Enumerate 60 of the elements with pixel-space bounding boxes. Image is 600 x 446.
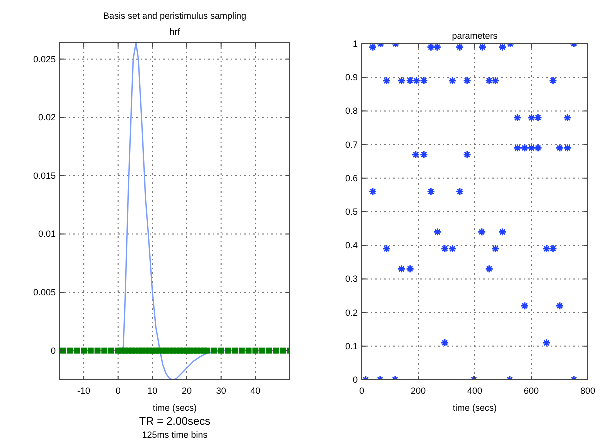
x-tick-label: -10 [78, 386, 91, 396]
y-tick-label: 0.8 [345, 106, 358, 116]
point [498, 228, 507, 236]
x-tick-label: 0 [359, 386, 365, 396]
y-tick-label: 0.6 [345, 173, 358, 184]
y-tick-label: 0.01 [38, 229, 56, 240]
point [520, 302, 530, 310]
y-tick-label: 0 [352, 375, 358, 385]
x-axis-title: time (secs) [452, 403, 498, 413]
y-tick-label: 0.2 [345, 308, 358, 318]
point [463, 150, 472, 160]
chart-subtitle: hrf [170, 27, 181, 37]
point [427, 188, 436, 196]
y-tick-label: 0.7 [345, 140, 358, 150]
point [542, 338, 551, 348]
chart-title: parameters [452, 31, 498, 41]
y-tick-label: 0.015 [33, 170, 56, 181]
point [456, 44, 464, 52]
point [556, 302, 564, 310]
point [563, 114, 572, 122]
y-tick-label: 0.005 [33, 288, 56, 298]
x-axis-title: time (secs) [152, 403, 198, 413]
point [491, 244, 500, 254]
point [368, 188, 378, 196]
y-tick-label: 0.3 [345, 274, 358, 284]
chart-title: Basis set and peristimulus sampling [103, 11, 247, 21]
y-tick-label: 0.5 [345, 207, 358, 217]
point [434, 228, 442, 236]
y-tick-label: 0.02 [38, 112, 56, 123]
x-tick-label: 0 [116, 386, 121, 396]
text: TR = 2.00secs [139, 416, 212, 428]
y-tick-label: 0 [50, 346, 56, 356]
point [382, 76, 392, 86]
point [478, 228, 486, 236]
point [382, 244, 392, 254]
y-tick-label: 1 [352, 39, 358, 49]
point [549, 76, 558, 86]
x-tick-label: 800 [580, 386, 596, 396]
x-tick-label: 400 [467, 386, 483, 396]
x-tick-label: 600 [524, 386, 540, 396]
text: 125ms time bins [142, 430, 208, 440]
x-tick-label: 40 [250, 386, 261, 396]
y-tick-label: 0.1 [345, 341, 358, 352]
point [485, 264, 494, 274]
point [513, 114, 522, 122]
point [448, 76, 457, 86]
y-tick-label: 0.9 [345, 72, 358, 83]
point [406, 264, 415, 274]
point [478, 44, 487, 52]
point [463, 76, 472, 86]
point [456, 188, 464, 196]
point [440, 338, 450, 348]
x-tick-label: 200 [410, 386, 426, 396]
point [398, 76, 406, 86]
point [398, 264, 406, 274]
x-tick-label: 10 [148, 386, 158, 396]
y-tick-label: 0.4 [345, 240, 358, 251]
y-tick-label: 0.025 [33, 54, 56, 64]
x-tick-label: 30 [216, 386, 226, 396]
x-tick-label: 20 [182, 386, 192, 396]
